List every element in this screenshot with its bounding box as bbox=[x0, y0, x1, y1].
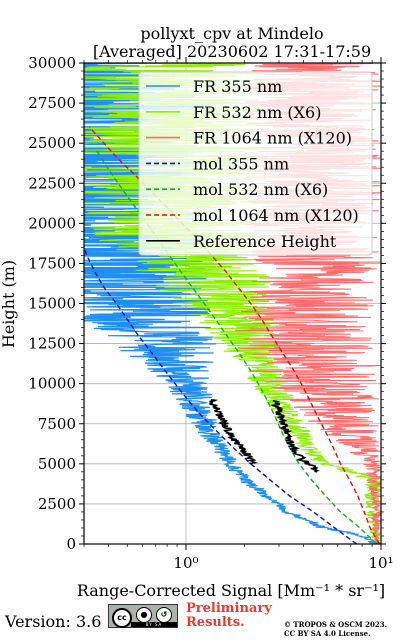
legend-label: FR 1064 nm (X120) bbox=[193, 129, 352, 148]
sa-label: SA bbox=[154, 622, 163, 627]
y-tick-label: 12500 bbox=[28, 335, 76, 353]
y-tick-label: 20000 bbox=[28, 214, 76, 232]
y-tick-label: 0 bbox=[66, 535, 76, 553]
ticks: 0 2500 5000 7500 10000 12500 15000 17500 20000 22… bbox=[28, 54, 393, 572]
by-icon: ● bbox=[136, 607, 152, 623]
legend-label: FR 355 nm bbox=[193, 77, 282, 96]
preliminary-line2: Results. bbox=[186, 615, 245, 630]
y-tick-label: 10000 bbox=[28, 375, 76, 393]
series-line bbox=[84, 63, 380, 544]
y-tick-label: 5000 bbox=[38, 455, 76, 473]
y-axis-label: Height (m) bbox=[0, 260, 18, 348]
preliminary-notice: Preliminary Results. bbox=[186, 602, 272, 630]
legend-label: mol 355 nm bbox=[193, 154, 289, 173]
series-line bbox=[270, 399, 321, 473]
version-label: Version: 3.6 bbox=[5, 612, 102, 631]
cc-badge-strip: BY SA bbox=[131, 622, 177, 627]
cc-license-badge: cc ● ↺ BY SA bbox=[108, 604, 178, 628]
x-tick-label: 10¹ bbox=[368, 554, 393, 572]
cc-icon: cc bbox=[112, 608, 132, 628]
y-tick-label: 27500 bbox=[28, 94, 76, 112]
chart-title-line1: pollyxt_cpv at Mindelo bbox=[140, 24, 323, 43]
copyright-line2: CC BY SA 4.0 License. bbox=[284, 629, 371, 638]
copyright-line1: © TROPOS & OSCM 2023. bbox=[284, 620, 388, 629]
y-tick-label: 15000 bbox=[28, 295, 76, 313]
legend-label: mol 1064 nm (X120) bbox=[193, 206, 359, 225]
legend-label: Reference Height bbox=[193, 232, 337, 251]
y-tick-label: 7500 bbox=[38, 415, 76, 433]
by-label: BY bbox=[145, 622, 153, 627]
footer: Version: 3.6 cc ● ↺ BY SA Preliminary Re… bbox=[0, 600, 400, 640]
legend: FR 355 nm FR 532 nm (X6) FR 1064 nm (X120)… bbox=[138, 71, 373, 256]
lidar-profile-chart: pollyxt_cpv at Mindelo [Averaged] 202306… bbox=[0, 24, 394, 600]
legend-box bbox=[138, 71, 373, 256]
series-line bbox=[209, 398, 259, 465]
y-tick-label: 30000 bbox=[28, 54, 76, 72]
y-tick-label: 2500 bbox=[38, 495, 76, 513]
x-axis-label: Range-Corrected Signal [Mm⁻¹ * sr⁻¹] bbox=[77, 581, 385, 600]
legend-label: FR 532 nm (X6) bbox=[193, 103, 321, 122]
chart-title-line2: [Averaged] 20230602 17:31-17:59 bbox=[93, 42, 371, 61]
y-tick-label: 22500 bbox=[28, 174, 76, 192]
series-line bbox=[84, 247, 358, 544]
copyright-notice: © TROPOS & OSCM 2023. CC BY SA 4.0 Licen… bbox=[284, 620, 387, 638]
y-tick-label: 25000 bbox=[28, 134, 76, 152]
x-tick-label: 10⁰ bbox=[173, 554, 198, 572]
legend-label: mol 532 nm (X6) bbox=[193, 180, 328, 199]
series-line bbox=[96, 150, 378, 544]
preliminary-line1: Preliminary bbox=[186, 601, 272, 616]
sa-icon: ↺ bbox=[156, 607, 172, 623]
y-tick-label: 17500 bbox=[28, 254, 76, 272]
